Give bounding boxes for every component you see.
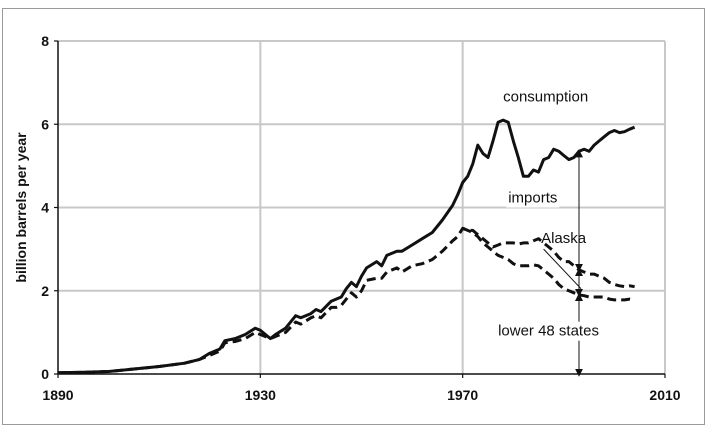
y-tick-label: 2 [41,283,49,299]
annotation-backdrop [496,321,601,341]
y-tick-label: 6 [41,116,49,132]
x-tick-label: 2010 [649,387,680,403]
series-line-consumption [57,118,636,375]
imports-label: imports [508,190,557,207]
y-tick-label: 4 [41,200,49,216]
series-line-lower-48-states [462,226,635,302]
series-line-alaska [57,226,635,375]
x-tick-label: 1890 [42,387,73,403]
alaska-label: Alaska [541,230,587,247]
y-axis-label: billion barrels per year [13,132,29,283]
lower48-label: lower 48 states [498,323,599,340]
consumption-label: consumption [503,88,588,105]
x-tick-label: 1970 [447,387,478,403]
annotation-backdrop [506,188,560,208]
chart-frame [2,8,705,425]
x-tick-label: 1930 [245,387,276,403]
y-tick-label: 8 [41,33,49,49]
alaska-leader-line [543,248,582,290]
y-tick-label: 0 [41,366,49,382]
